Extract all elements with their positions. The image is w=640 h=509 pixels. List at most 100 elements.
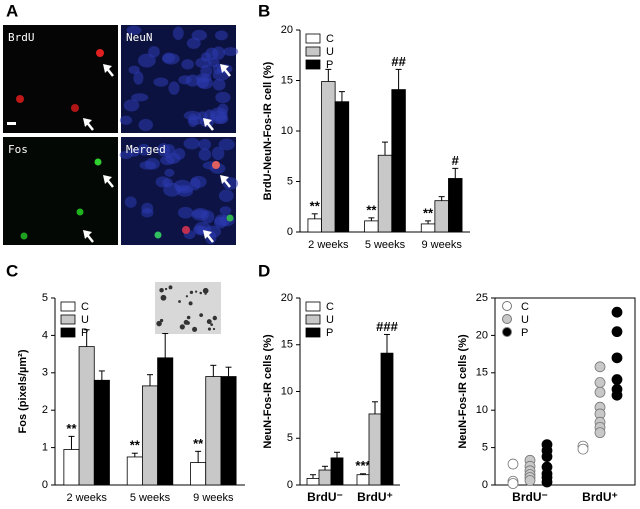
x-tick-label: BrdU⁺ [357, 490, 393, 504]
bar [380, 352, 394, 486]
micrograph [3, 25, 118, 133]
legend-label: C [81, 301, 89, 313]
cell-blob [138, 118, 154, 131]
point [594, 377, 606, 388]
dot [204, 292, 207, 295]
legend-label: P [81, 327, 88, 339]
cell-blob [190, 175, 207, 188]
cell-blob [168, 81, 180, 95]
bar [307, 218, 322, 233]
dot [186, 315, 191, 320]
image-label: Merged [126, 143, 166, 156]
y-axis-label: NeuN-Fos-IR cells (%) [457, 334, 469, 449]
x-tick-label: BrdU⁻ [512, 490, 548, 504]
dot [188, 301, 193, 306]
bar [190, 462, 207, 486]
dot [212, 327, 216, 331]
legend-label: U [326, 46, 334, 58]
cell-blob [133, 71, 144, 85]
x-tick-label: 5 weeks [130, 492, 171, 504]
point [541, 451, 553, 462]
x-tick-label: BrdU⁺ [582, 490, 618, 504]
cell-blob [211, 146, 225, 161]
cell-blob [198, 138, 212, 151]
point [611, 374, 623, 385]
legend-swatch [502, 327, 512, 337]
bar [306, 478, 320, 486]
legend-label: U [81, 314, 89, 326]
bar [356, 474, 370, 486]
significance-label: ** [310, 198, 321, 213]
cell-blob [183, 110, 202, 121]
cell-blob [183, 137, 201, 150]
bar [141, 385, 158, 486]
y-tick-label: 15 [476, 367, 488, 379]
bar [321, 81, 336, 233]
cell [94, 158, 102, 166]
cell-blob [212, 78, 226, 91]
legend-swatch [502, 314, 512, 324]
bar [420, 223, 436, 233]
point [611, 352, 623, 364]
cell-blob [219, 206, 232, 215]
cell-blob [198, 148, 212, 161]
y-tick-label: 0 [287, 226, 293, 238]
image-label: Fos [8, 143, 28, 156]
cell [212, 161, 220, 169]
cell-blob [123, 99, 140, 112]
cell-blob [192, 209, 208, 219]
dot [206, 319, 212, 325]
cell-blob [173, 179, 191, 192]
bar [330, 457, 344, 486]
dot [179, 324, 185, 330]
arrow-head [203, 118, 212, 127]
y-axis-label: Fos (pixels/µm²) [17, 349, 29, 433]
legend-swatch [305, 301, 321, 312]
point [594, 361, 606, 373]
cell-blob [157, 143, 170, 157]
significance-label: ### [376, 319, 398, 334]
point [541, 476, 553, 488]
cell-blob [119, 150, 133, 159]
bar [334, 101, 350, 233]
y-axis-label: BrdU-NeuN-Fos-IR cell (%) [262, 61, 274, 200]
dot [183, 319, 189, 325]
dot [210, 323, 214, 326]
cell-blob [222, 177, 239, 190]
legend-swatch [502, 301, 512, 311]
cell-blob [126, 25, 142, 35]
y-tick-label: 1 [42, 442, 48, 454]
legend-label: P [326, 327, 333, 339]
cell-blob [186, 37, 201, 49]
legend-swatch [60, 301, 76, 312]
legend-swatch [305, 327, 321, 338]
cell-blob [223, 47, 239, 56]
cell [154, 231, 162, 239]
cell-blob [212, 46, 226, 60]
legend-swatch [305, 33, 321, 44]
y-tick-label: 2 [42, 404, 48, 416]
significance-label: ** [193, 436, 204, 451]
significance-label: # [452, 153, 460, 168]
cell-blob [160, 155, 175, 166]
y-tick-label: 10 [476, 404, 488, 416]
legend-label: C [521, 301, 529, 313]
cell [96, 49, 104, 57]
arrow-head [203, 230, 212, 239]
legend-swatch [305, 59, 321, 70]
cell-blob [173, 148, 186, 160]
dot [159, 318, 164, 323]
y-tick-label: 4 [42, 329, 48, 341]
bar [377, 154, 393, 233]
y-tick-label: 0 [287, 479, 293, 491]
legend-label: C [326, 33, 334, 45]
legend-swatch [60, 314, 76, 325]
bar [364, 220, 379, 233]
panel-letter: C [6, 261, 18, 280]
dot [160, 294, 167, 301]
image-label: NeuN [126, 31, 153, 44]
arrow-head [103, 64, 112, 73]
legend-label: C [326, 301, 334, 313]
bar [205, 376, 222, 486]
y-tick-label: 25 [476, 292, 488, 304]
